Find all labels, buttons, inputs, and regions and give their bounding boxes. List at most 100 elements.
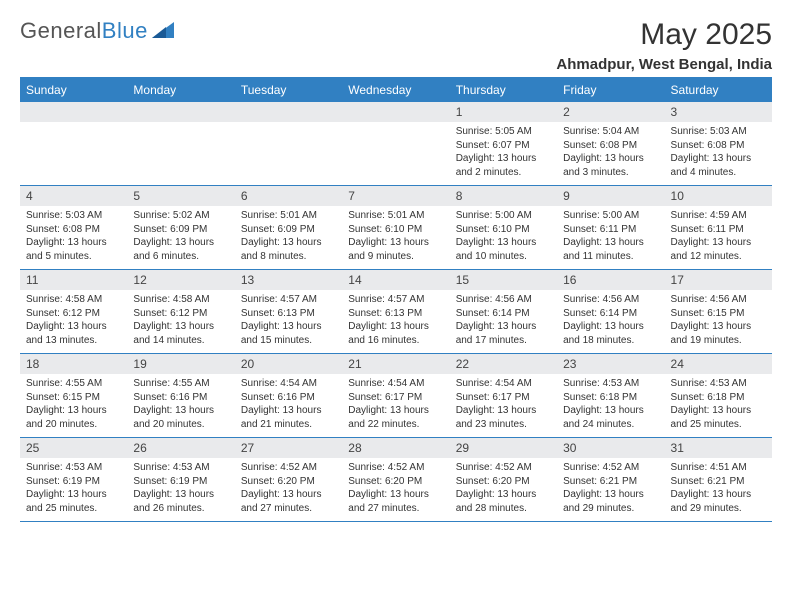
day-cell: 14 Sunrise: 4:57 AMSunset: 6:13 PMDayligh… bbox=[342, 270, 449, 353]
day-number: 31 bbox=[665, 438, 772, 458]
day-cell: 24Sunrise: 4:53 AMSunset: 6:18 PMDayligh… bbox=[665, 354, 772, 437]
sunrise-text: Sunrise: 4:57 AM bbox=[348, 293, 443, 307]
sunset-text: Sunset: 6:11 PM bbox=[563, 223, 658, 237]
daylight-text: Daylight: 13 hours and 20 minutes. bbox=[133, 404, 228, 431]
day-cell: 6Sunrise: 5:01 AMSunset: 6:09 PMDaylight… bbox=[235, 186, 342, 269]
sunset-text: Sunset: 6:16 PM bbox=[133, 391, 228, 405]
logo-word2: Blue bbox=[102, 18, 148, 43]
sunset-text: Sunset: 6:10 PM bbox=[348, 223, 443, 237]
day-number: 21 bbox=[342, 354, 449, 374]
day-cell: 5Sunrise: 5:02 AMSunset: 6:09 PMDaylight… bbox=[127, 186, 234, 269]
day-cell: 11Sunrise: 4:58 AMSunset: 6:12 PMDayligh… bbox=[20, 270, 127, 353]
day-cell: 19Sunrise: 4:55 AMSunset: 6:16 PMDayligh… bbox=[127, 354, 234, 437]
sunset-text: Sunset: 6:17 PM bbox=[348, 391, 443, 405]
week-row: 4Sunrise: 5:03 AMSunset: 6:08 PMDaylight… bbox=[20, 186, 772, 270]
day-number: 16 bbox=[557, 270, 664, 290]
sunrise-text: Sunrise: 4:58 AM bbox=[133, 293, 228, 307]
day-number: 8 bbox=[450, 186, 557, 206]
daylight-text: Daylight: 13 hours and 20 minutes. bbox=[26, 404, 121, 431]
day-cell: 27Sunrise: 4:52 AMSunset: 6:20 PMDayligh… bbox=[235, 438, 342, 521]
day-number: 26 bbox=[127, 438, 234, 458]
day-number: 14 bbox=[342, 270, 449, 290]
day-body: Sunrise: 5:02 AMSunset: 6:09 PMDaylight:… bbox=[127, 206, 234, 269]
day-number: 2 bbox=[557, 102, 664, 122]
day-body bbox=[235, 122, 342, 180]
day-number: 23 bbox=[557, 354, 664, 374]
day-body: Sunrise: 4:57 AMSunset: 6:13 PMDaylight:… bbox=[235, 290, 342, 353]
sunset-text: Sunset: 6:20 PM bbox=[241, 475, 336, 489]
sunset-text: Sunset: 6:19 PM bbox=[26, 475, 121, 489]
day-body: Sunrise: 4:54 AMSunset: 6:17 PMDaylight:… bbox=[450, 374, 557, 437]
day-cell: 18Sunrise: 4:55 AMSunset: 6:15 PMDayligh… bbox=[20, 354, 127, 437]
sunrise-text: Sunrise: 4:54 AM bbox=[241, 377, 336, 391]
daylight-text: Daylight: 13 hours and 24 minutes. bbox=[563, 404, 658, 431]
day-number bbox=[20, 102, 127, 122]
daylight-text: Daylight: 13 hours and 13 minutes. bbox=[26, 320, 121, 347]
daylight-text: Daylight: 13 hours and 27 minutes. bbox=[348, 488, 443, 515]
sunset-text: Sunset: 6:14 PM bbox=[456, 307, 551, 321]
sunrise-text: Sunrise: 4:54 AM bbox=[456, 377, 551, 391]
day-body: Sunrise: 5:04 AMSunset: 6:08 PMDaylight:… bbox=[557, 122, 664, 185]
day-body: Sunrise: 4:55 AMSunset: 6:15 PMDaylight:… bbox=[20, 374, 127, 437]
daylight-text: Daylight: 13 hours and 29 minutes. bbox=[563, 488, 658, 515]
day-number: 22 bbox=[450, 354, 557, 374]
day-number: 10 bbox=[665, 186, 772, 206]
day-cell: 17Sunrise: 4:56 AMSunset: 6:15 PMDayligh… bbox=[665, 270, 772, 353]
day-body: Sunrise: 4:53 AMSunset: 6:18 PMDaylight:… bbox=[665, 374, 772, 437]
day-cell: 21Sunrise: 4:54 AMSunset: 6:17 PMDayligh… bbox=[342, 354, 449, 437]
sunrise-text: Sunrise: 4:57 AM bbox=[241, 293, 336, 307]
day-header: Wednesday bbox=[342, 79, 449, 102]
weeks-container: 1Sunrise: 5:05 AMSunset: 6:07 PMDaylight… bbox=[20, 102, 772, 522]
sunrise-text: Sunrise: 4:52 AM bbox=[241, 461, 336, 475]
day-cell: 16Sunrise: 4:56 AMSunset: 6:14 PMDayligh… bbox=[557, 270, 664, 353]
sunset-text: Sunset: 6:10 PM bbox=[456, 223, 551, 237]
day-body: Sunrise: 5:01 AMSunset: 6:09 PMDaylight:… bbox=[235, 206, 342, 269]
day-cell: 10Sunrise: 4:59 AMSunset: 6:11 PMDayligh… bbox=[665, 186, 772, 269]
sunset-text: Sunset: 6:12 PM bbox=[133, 307, 228, 321]
day-header: Saturday bbox=[665, 79, 772, 102]
day-body: Sunrise: 4:52 AMSunset: 6:20 PMDaylight:… bbox=[342, 458, 449, 521]
day-cell: 3Sunrise: 5:03 AMSunset: 6:08 PMDaylight… bbox=[665, 102, 772, 185]
day-body: Sunrise: 4:56 AMSunset: 6:14 PMDaylight:… bbox=[557, 290, 664, 353]
daylight-text: Daylight: 13 hours and 16 minutes. bbox=[348, 320, 443, 347]
sunset-text: Sunset: 6:08 PM bbox=[26, 223, 121, 237]
day-number: 9 bbox=[557, 186, 664, 206]
day-body bbox=[127, 122, 234, 180]
day-body: Sunrise: 5:05 AMSunset: 6:07 PMDaylight:… bbox=[450, 122, 557, 185]
day-body: Sunrise: 4:54 AMSunset: 6:17 PMDaylight:… bbox=[342, 374, 449, 437]
daylight-text: Daylight: 13 hours and 2 minutes. bbox=[456, 152, 551, 179]
sunset-text: Sunset: 6:20 PM bbox=[456, 475, 551, 489]
day-cell: 9Sunrise: 5:00 AMSunset: 6:11 PMDaylight… bbox=[557, 186, 664, 269]
sunrise-text: Sunrise: 5:02 AM bbox=[133, 209, 228, 223]
daylight-text: Daylight: 13 hours and 4 minutes. bbox=[671, 152, 766, 179]
sunrise-text: Sunrise: 4:59 AM bbox=[671, 209, 766, 223]
sunrise-text: Sunrise: 4:55 AM bbox=[133, 377, 228, 391]
logo-text: GeneralBlue bbox=[20, 18, 148, 44]
day-body: Sunrise: 4:53 AMSunset: 6:19 PMDaylight:… bbox=[20, 458, 127, 521]
sunset-text: Sunset: 6:13 PM bbox=[348, 307, 443, 321]
day-cell: 23Sunrise: 4:53 AMSunset: 6:18 PMDayligh… bbox=[557, 354, 664, 437]
sunset-text: Sunset: 6:17 PM bbox=[456, 391, 551, 405]
day-body: Sunrise: 4:54 AMSunset: 6:16 PMDaylight:… bbox=[235, 374, 342, 437]
daylight-text: Daylight: 13 hours and 19 minutes. bbox=[671, 320, 766, 347]
sunset-text: Sunset: 6:07 PM bbox=[456, 139, 551, 153]
day-header: Tuesday bbox=[235, 79, 342, 102]
day-cell: 31Sunrise: 4:51 AMSunset: 6:21 PMDayligh… bbox=[665, 438, 772, 521]
sunrise-text: Sunrise: 4:53 AM bbox=[671, 377, 766, 391]
day-cell bbox=[342, 102, 449, 185]
triangle-icon bbox=[152, 22, 174, 43]
day-cell: 7Sunrise: 5:01 AMSunset: 6:10 PMDaylight… bbox=[342, 186, 449, 269]
day-cell: 26Sunrise: 4:53 AMSunset: 6:19 PMDayligh… bbox=[127, 438, 234, 521]
daylight-text: Daylight: 13 hours and 10 minutes. bbox=[456, 236, 551, 263]
week-row: 1Sunrise: 5:05 AMSunset: 6:07 PMDaylight… bbox=[20, 102, 772, 186]
day-body: Sunrise: 5:03 AMSunset: 6:08 PMDaylight:… bbox=[665, 122, 772, 185]
sunset-text: Sunset: 6:14 PM bbox=[563, 307, 658, 321]
daylight-text: Daylight: 13 hours and 17 minutes. bbox=[456, 320, 551, 347]
sunrise-text: Sunrise: 5:04 AM bbox=[563, 125, 658, 139]
day-body: Sunrise: 4:56 AMSunset: 6:14 PMDaylight:… bbox=[450, 290, 557, 353]
day-number: 24 bbox=[665, 354, 772, 374]
daylight-text: Daylight: 13 hours and 15 minutes. bbox=[241, 320, 336, 347]
day-body bbox=[342, 122, 449, 180]
day-body: Sunrise: 4:51 AMSunset: 6:21 PMDaylight:… bbox=[665, 458, 772, 521]
day-number: 28 bbox=[342, 438, 449, 458]
